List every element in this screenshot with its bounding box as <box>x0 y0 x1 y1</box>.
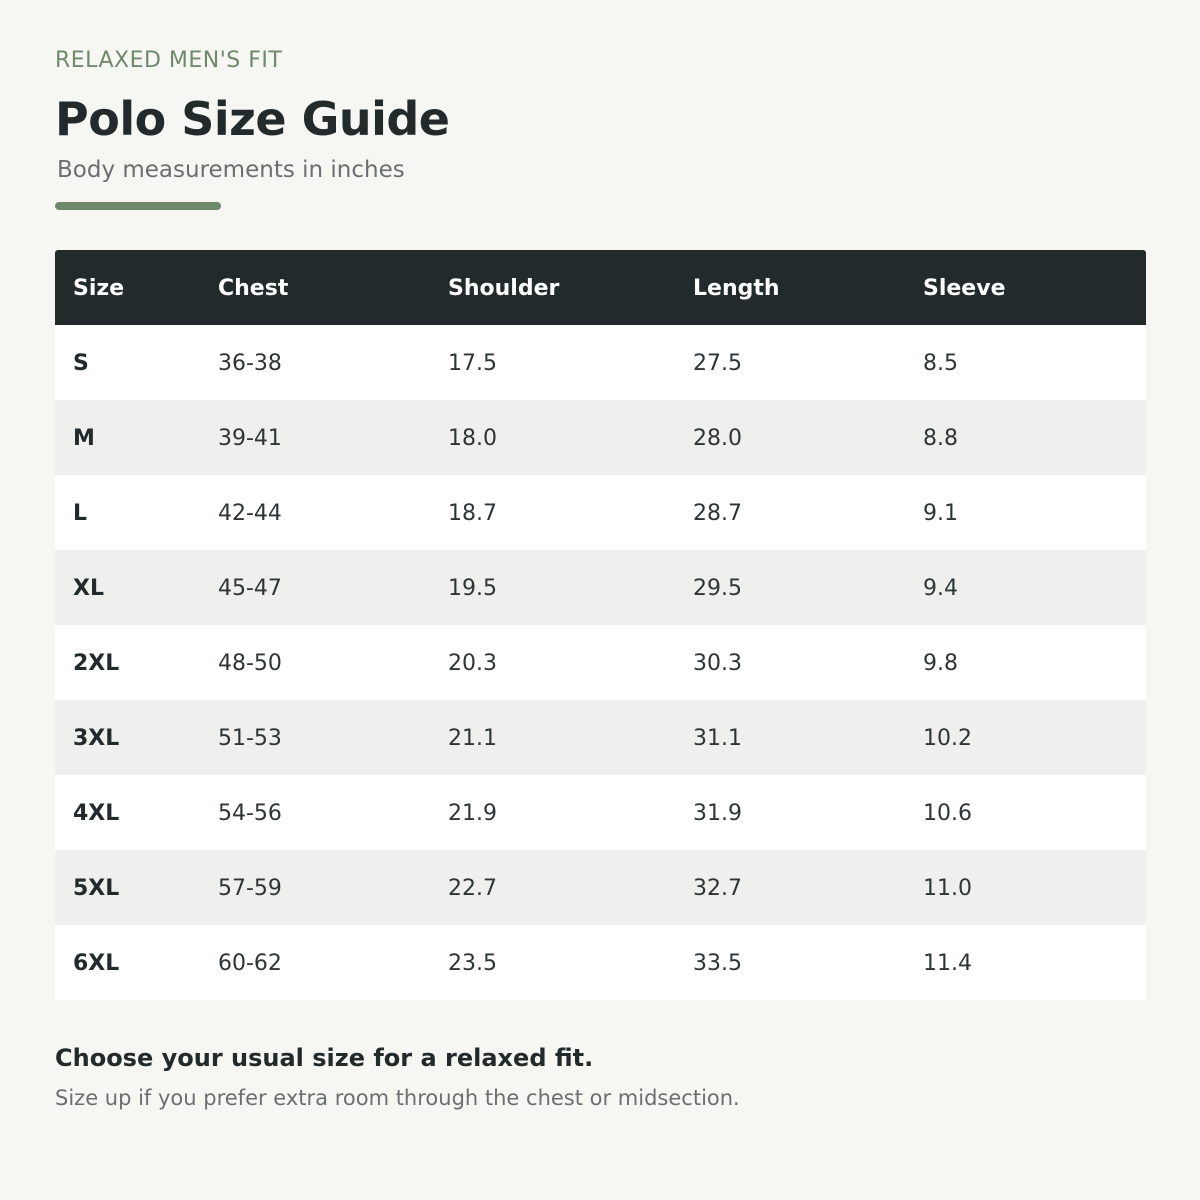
table-row: 5XL 57-59 22.7 32.7 11.0 <box>55 850 1146 925</box>
length-cell: 29.5 <box>693 576 742 601</box>
shoulder-cell: 18.7 <box>448 501 497 526</box>
table-row: S 36-38 17.5 27.5 8.5 <box>55 325 1146 400</box>
eyebrow-label: RELAXED MEN'S FIT <box>55 48 283 73</box>
shoulder-cell: 22.7 <box>448 876 497 901</box>
chest-cell: 54-56 <box>218 801 282 826</box>
length-cell: 30.3 <box>693 651 742 676</box>
sleeve-cell: 8.5 <box>923 351 958 376</box>
table-row: XL 45-47 19.5 29.5 9.4 <box>55 550 1146 625</box>
accent-divider <box>55 202 221 210</box>
column-header-size: Size <box>73 276 125 301</box>
chest-cell: 42-44 <box>218 501 282 526</box>
chest-cell: 45-47 <box>218 576 282 601</box>
fit-tip: Size up if you prefer extra room through… <box>55 1086 740 1110</box>
fit-note: Choose your usual size for a relaxed fit… <box>55 1044 594 1072</box>
chest-cell: 57-59 <box>218 876 282 901</box>
table-row: 6XL 60-62 23.5 33.5 11.4 <box>55 925 1146 1000</box>
chest-cell: 48-50 <box>218 651 282 676</box>
length-cell: 28.7 <box>693 501 742 526</box>
shoulder-cell: 17.5 <box>448 351 497 376</box>
page-subtitle: Body measurements in inches <box>57 157 405 183</box>
sleeve-cell: 10.6 <box>923 801 972 826</box>
shoulder-cell: 21.9 <box>448 801 497 826</box>
size-cell: 5XL <box>73 876 120 901</box>
sleeve-cell: 9.8 <box>923 651 958 676</box>
sleeve-cell: 11.0 <box>923 876 972 901</box>
column-header-shoulder: Shoulder <box>448 276 560 301</box>
column-header-chest: Chest <box>218 276 289 301</box>
size-cell: 3XL <box>73 726 120 751</box>
table-row: M 39-41 18.0 28.0 8.8 <box>55 400 1146 475</box>
chest-cell: 51-53 <box>218 726 282 751</box>
table-row: 4XL 54-56 21.9 31.9 10.6 <box>55 775 1146 850</box>
chest-cell: 60-62 <box>218 951 282 976</box>
shoulder-cell: 19.5 <box>448 576 497 601</box>
table-header: Size Chest Shoulder Length Sleeve <box>55 250 1146 325</box>
shoulder-cell: 21.1 <box>448 726 497 751</box>
size-cell: 6XL <box>73 951 120 976</box>
shoulder-cell: 23.5 <box>448 951 497 976</box>
length-cell: 33.5 <box>693 951 742 976</box>
sleeve-cell: 9.4 <box>923 576 958 601</box>
table-row: 3XL 51-53 21.1 31.1 10.2 <box>55 700 1146 775</box>
length-cell: 27.5 <box>693 351 742 376</box>
column-header-length: Length <box>693 276 780 301</box>
size-cell: S <box>73 351 89 376</box>
size-cell: XL <box>73 576 104 601</box>
chest-cell: 36-38 <box>218 351 282 376</box>
shoulder-cell: 18.0 <box>448 426 497 451</box>
sleeve-cell: 11.4 <box>923 951 972 976</box>
sleeve-cell: 9.1 <box>923 501 958 526</box>
sleeve-cell: 8.8 <box>923 426 958 451</box>
column-header-sleeve: Sleeve <box>923 276 1006 301</box>
length-cell: 31.1 <box>693 726 742 751</box>
page-title: Polo Size Guide <box>55 92 450 146</box>
shoulder-cell: 20.3 <box>448 651 497 676</box>
sleeve-cell: 10.2 <box>923 726 972 751</box>
table-row: 2XL 48-50 20.3 30.3 9.8 <box>55 625 1146 700</box>
length-cell: 28.0 <box>693 426 742 451</box>
size-cell: 2XL <box>73 651 120 676</box>
table-row: L 42-44 18.7 28.7 9.1 <box>55 475 1146 550</box>
size-cell: M <box>73 426 95 451</box>
size-cell: 4XL <box>73 801 120 826</box>
size-cell: L <box>73 501 88 526</box>
size-table: Size Chest Shoulder Length Sleeve S 36-3… <box>55 250 1146 1000</box>
chest-cell: 39-41 <box>218 426 282 451</box>
length-cell: 32.7 <box>693 876 742 901</box>
length-cell: 31.9 <box>693 801 742 826</box>
